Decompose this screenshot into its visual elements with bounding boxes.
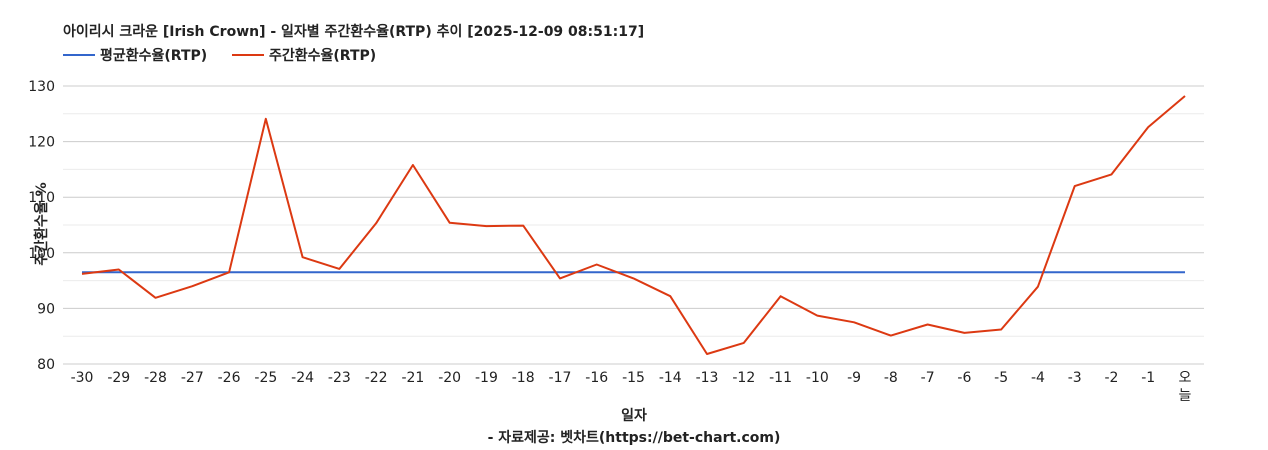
x-tick-label: -1: [1141, 370, 1155, 386]
legend-label-average: 평균환수율(RTP): [100, 47, 207, 64]
x-tick-label: -4: [1031, 370, 1045, 386]
x-tick-label: -9: [847, 370, 861, 386]
y-axis-title: 주간환수율 %: [33, 182, 50, 265]
y-tick-label: 110: [28, 190, 55, 206]
x-tick-label: -5: [994, 370, 1008, 386]
x-tick-label: -22: [365, 370, 388, 386]
legend: 평균환수율(RTP) 주간환수율(RTP): [63, 47, 376, 64]
x-tick-label: -16: [585, 370, 608, 386]
x-tick-label: -25: [254, 370, 277, 386]
y-tick-label: 90: [37, 301, 55, 317]
x-tick-label: -28: [144, 370, 167, 386]
x-tick-label: -30: [71, 370, 94, 386]
legend-label-weekly: 주간환수율(RTP): [269, 47, 376, 64]
x-tick-label: -10: [806, 370, 829, 386]
source-credit: - 자료제공: 벳차트(https://bet-chart.com): [488, 429, 781, 446]
x-tick-label: -29: [107, 370, 130, 386]
x-tick-label: -14: [659, 370, 682, 386]
x-tick-label: -27: [181, 370, 204, 386]
x-tick-label: -12: [732, 370, 755, 386]
y-tick-label: 100: [28, 246, 55, 262]
x-tick-label: -7: [921, 370, 935, 386]
x-tick-label: -18: [512, 370, 535, 386]
x-axis-ticks: -30 -29 -28 -27 -26 -25 -24 -23 -22 -21 -20 -19 -18-…: [71, 370, 1192, 404]
x-tick-label: -6: [957, 370, 971, 386]
x-tick-label: -24: [291, 370, 314, 386]
chart-title: 아이리시 크라운 [Irish Crown] - 일자별 주간환수율(RTP) …: [63, 23, 644, 40]
x-tick-label: -26: [218, 370, 241, 386]
y-tick-label: 130: [28, 79, 55, 95]
y-tick-label: 80: [37, 357, 55, 373]
x-tick-label: -21: [401, 370, 424, 386]
legend-item-average[interactable]: 평균환수율(RTP): [63, 47, 207, 64]
series-line-weekly[interactable]: [81, 95, 1186, 355]
legend-item-weekly[interactable]: 주간환수율(RTP): [232, 47, 376, 64]
x-tick-label: -23: [328, 370, 351, 386]
y-tick-label: 120: [28, 135, 55, 151]
x-tick-label: -17: [549, 370, 572, 386]
x-tick-label: -15: [622, 370, 645, 386]
series-lines: [81, 95, 1186, 355]
x-axis-title: 일자: [621, 408, 647, 424]
x-tick-label: -20: [438, 370, 461, 386]
x-tick-label: -8: [884, 370, 898, 386]
x-tick-label: -2: [1104, 370, 1118, 386]
x-tick-label: -3: [1068, 370, 1082, 386]
gridlines: [63, 85, 1204, 365]
y-axis-ticks: 80 90 100 110 120 130: [28, 79, 55, 373]
x-tick-label: -13: [696, 370, 719, 386]
x-tick-label: -11: [769, 370, 792, 386]
x-tick-label: -19: [475, 370, 498, 386]
